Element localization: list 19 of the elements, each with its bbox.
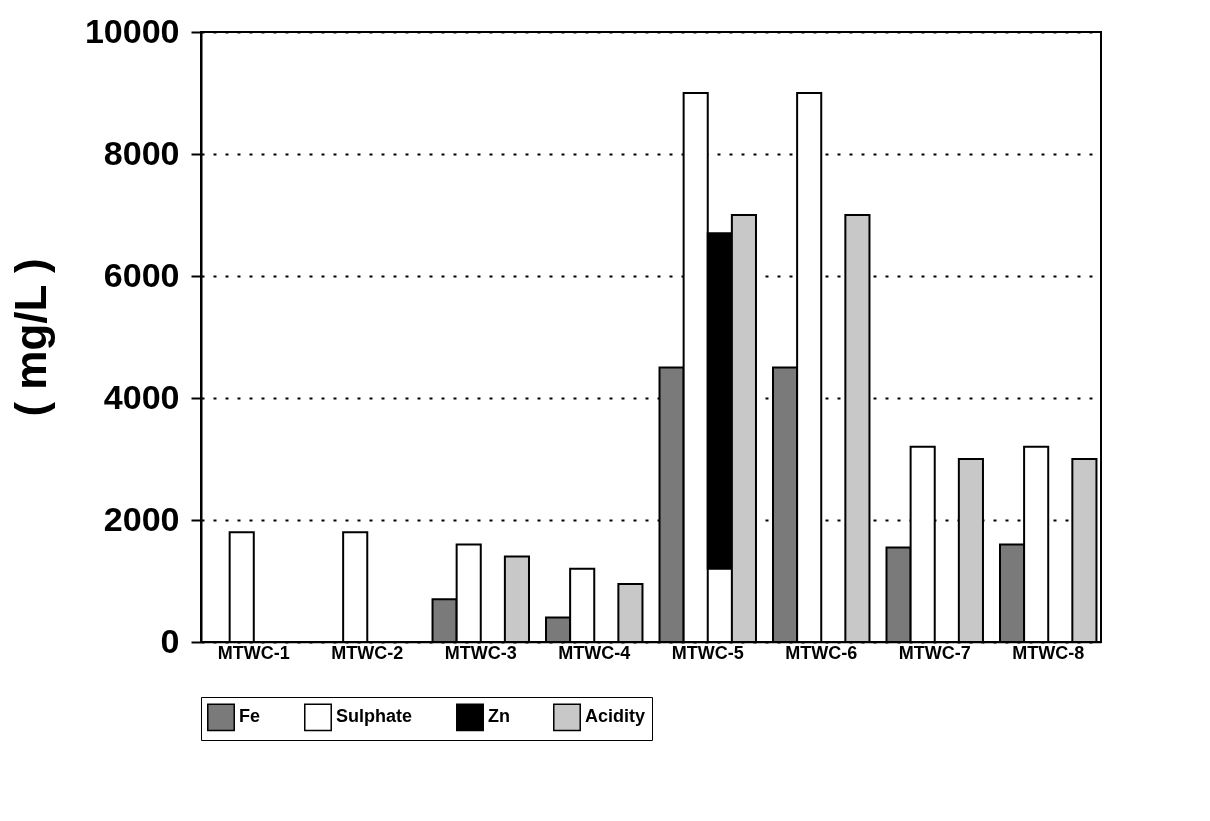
legend-label: Sulphate <box>336 706 413 727</box>
y-tick-label: 10000 <box>84 11 180 50</box>
y-axis-title: ( mg/L ) <box>5 258 55 417</box>
y-tick-label: 4000 <box>103 377 180 416</box>
x-tick-label: MTWC-2 <box>331 642 404 663</box>
y-tick-label: 2000 <box>103 499 180 538</box>
y-tick-label: 8000 <box>103 133 180 172</box>
x-tick-label: MTWC-1 <box>217 642 290 663</box>
x-tick-label: MTWC-3 <box>444 642 517 663</box>
x-tick-label: MTWC-7 <box>898 642 971 663</box>
y-tick-label: 6000 <box>103 255 180 294</box>
x-tick-label: MTWC-6 <box>785 642 858 663</box>
legend-label: Fe <box>239 706 261 727</box>
y-tick-label: 0 <box>160 621 180 660</box>
x-tick-label: MTWC-8 <box>1012 642 1085 663</box>
x-tick-label: MTWC-4 <box>558 642 631 663</box>
x-tick-label: MTWC-5 <box>671 642 744 663</box>
legend-label: Acidity <box>585 706 646 727</box>
legend-label: Zn <box>488 706 510 727</box>
